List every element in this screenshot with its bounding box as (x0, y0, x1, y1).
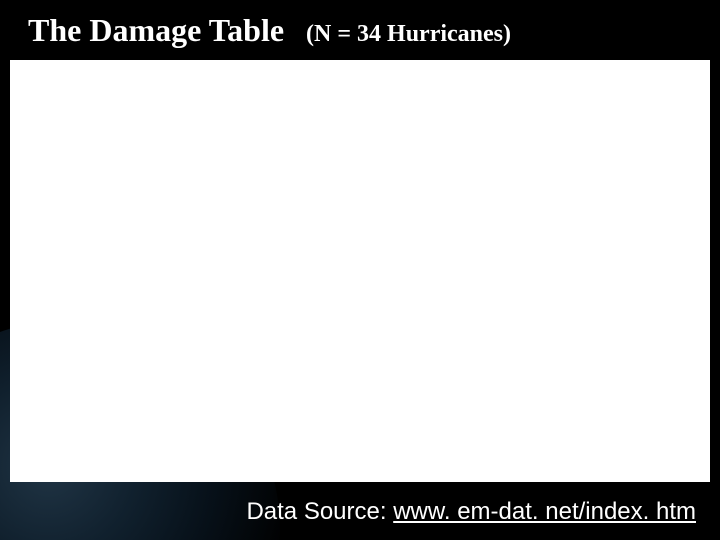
slide-title: The Damage Table (28, 12, 284, 49)
data-source-label: Data Source: (246, 498, 393, 525)
data-source-link[interactable]: www. em-dat. net/index. htm (393, 498, 696, 525)
slide-subtitle: (N = 34 Hurricanes) (306, 21, 511, 48)
data-source-footer: Data Source: www. em-dat. net/index. htm (246, 498, 696, 526)
slide-header: The Damage Table (N = 34 Hurricanes) (28, 12, 700, 49)
content-placeholder (10, 60, 710, 482)
slide: The Damage Table (N = 34 Hurricanes) Dat… (0, 0, 720, 540)
